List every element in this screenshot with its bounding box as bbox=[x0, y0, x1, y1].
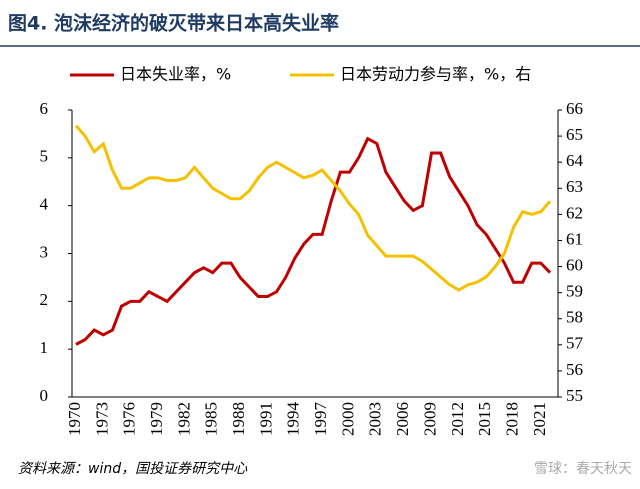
y-tick-label: 6 bbox=[40, 99, 49, 118]
legend-label: 日本失业率，% bbox=[120, 65, 231, 84]
y2-tick-label: 56 bbox=[566, 360, 583, 379]
x-tick-label: 1973 bbox=[92, 402, 111, 436]
y2-tick-label: 60 bbox=[566, 255, 583, 274]
source: 资料来源：wind，国投证券研究中心 bbox=[18, 461, 248, 477]
x-tick-label: 1982 bbox=[174, 402, 193, 436]
y2-tick-label: 61 bbox=[566, 229, 583, 248]
y-tick-label: 4 bbox=[40, 195, 49, 214]
x-tick-label: 1976 bbox=[120, 402, 139, 436]
y2-tick-label: 63 bbox=[566, 177, 583, 196]
x-tick-label: 2018 bbox=[502, 402, 521, 436]
x-tick-label: 1985 bbox=[202, 402, 221, 436]
x-tick-label: 1970 bbox=[65, 402, 84, 436]
x-tick-label: 2009 bbox=[420, 402, 439, 436]
x-tick-label: 2021 bbox=[530, 402, 549, 436]
y2-tick-label: 57 bbox=[566, 334, 584, 353]
y-tick-label: 1 bbox=[40, 338, 49, 357]
chart-title: 图4. 泡沫经济的破灭带来日本高失业率 bbox=[8, 12, 339, 35]
watermark: 雪球：春天秋天 bbox=[534, 461, 632, 477]
x-tick-label: 2006 bbox=[393, 402, 412, 436]
y-tick-label: 5 bbox=[40, 147, 49, 166]
y2-tick-label: 62 bbox=[566, 203, 583, 222]
x-tick-label: 1994 bbox=[284, 402, 303, 437]
x-tick-label: 2015 bbox=[475, 402, 494, 436]
x-tick-label: 1979 bbox=[147, 402, 166, 436]
y2-tick-label: 64 bbox=[566, 151, 584, 170]
x-tick-label: 1991 bbox=[256, 402, 275, 436]
line-series bbox=[74, 124, 552, 292]
x-tick-label: 1997 bbox=[311, 402, 330, 437]
x-tick-label: 2003 bbox=[366, 402, 385, 436]
line-series bbox=[75, 136, 552, 346]
y2-tick-label: 65 bbox=[566, 125, 583, 144]
y2-tick-label: 55 bbox=[566, 386, 583, 405]
y2-tick-label: 66 bbox=[566, 99, 583, 118]
x-tick-label: 2012 bbox=[448, 402, 467, 436]
y-tick-label: 2 bbox=[40, 290, 49, 309]
legend-label: 日本劳动力参与率，%，右 bbox=[340, 65, 531, 84]
y-tick-label: 0 bbox=[40, 386, 49, 405]
y2-tick-label: 59 bbox=[566, 282, 583, 301]
x-tick-label: 1988 bbox=[229, 402, 248, 436]
y2-tick-label: 58 bbox=[566, 308, 583, 327]
x-tick-label: 2000 bbox=[338, 402, 357, 436]
y-tick-label: 3 bbox=[40, 242, 49, 261]
